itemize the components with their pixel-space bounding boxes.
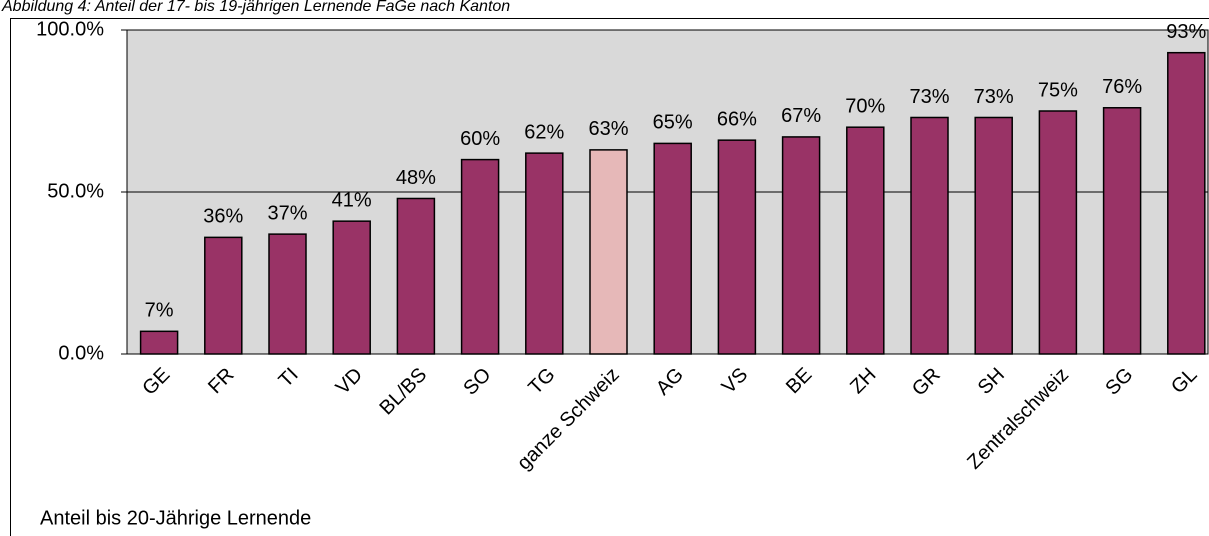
value-label: 75% [1038, 79, 1078, 101]
bar [974, 116, 1013, 355]
y-tick-label: 50.0% [47, 180, 104, 202]
value-label: 60% [460, 128, 500, 150]
value-label: 37% [267, 202, 307, 224]
bar [781, 136, 821, 355]
bar [460, 158, 500, 355]
bar [1038, 110, 1078, 355]
value-label: 66% [717, 108, 757, 130]
bar [653, 142, 692, 355]
bar [396, 197, 436, 355]
bar [910, 116, 949, 355]
bar [332, 220, 371, 355]
bar [525, 152, 564, 355]
bar [1167, 51, 1206, 355]
value-label: 62% [524, 121, 564, 143]
bar [1102, 107, 1142, 355]
value-label: 48% [396, 167, 436, 189]
value-label: 70% [845, 95, 885, 117]
value-label: 7% [145, 300, 174, 322]
bar [846, 126, 885, 355]
bar [139, 330, 179, 355]
chart-title: Abbildung 4: Anteil der 17- bis 19-jähri… [1, 0, 510, 15]
legend-label: Anteil bis 20-Jährige Lernende [40, 507, 311, 529]
value-label: 93% [1166, 21, 1206, 43]
y-tick-label: 0.0% [58, 342, 104, 364]
value-label: 73% [974, 86, 1014, 108]
value-label: 73% [909, 86, 949, 108]
bar [268, 233, 307, 355]
bar [717, 139, 757, 355]
value-label: 36% [203, 206, 243, 228]
y-tick-label: 100.0% [36, 18, 104, 40]
value-label: 67% [781, 105, 821, 127]
value-label: 76% [1102, 76, 1142, 98]
value-label: 63% [588, 118, 628, 140]
bar [589, 149, 628, 355]
bar [204, 236, 243, 355]
value-label: 65% [653, 112, 693, 134]
value-label: 41% [332, 189, 372, 211]
